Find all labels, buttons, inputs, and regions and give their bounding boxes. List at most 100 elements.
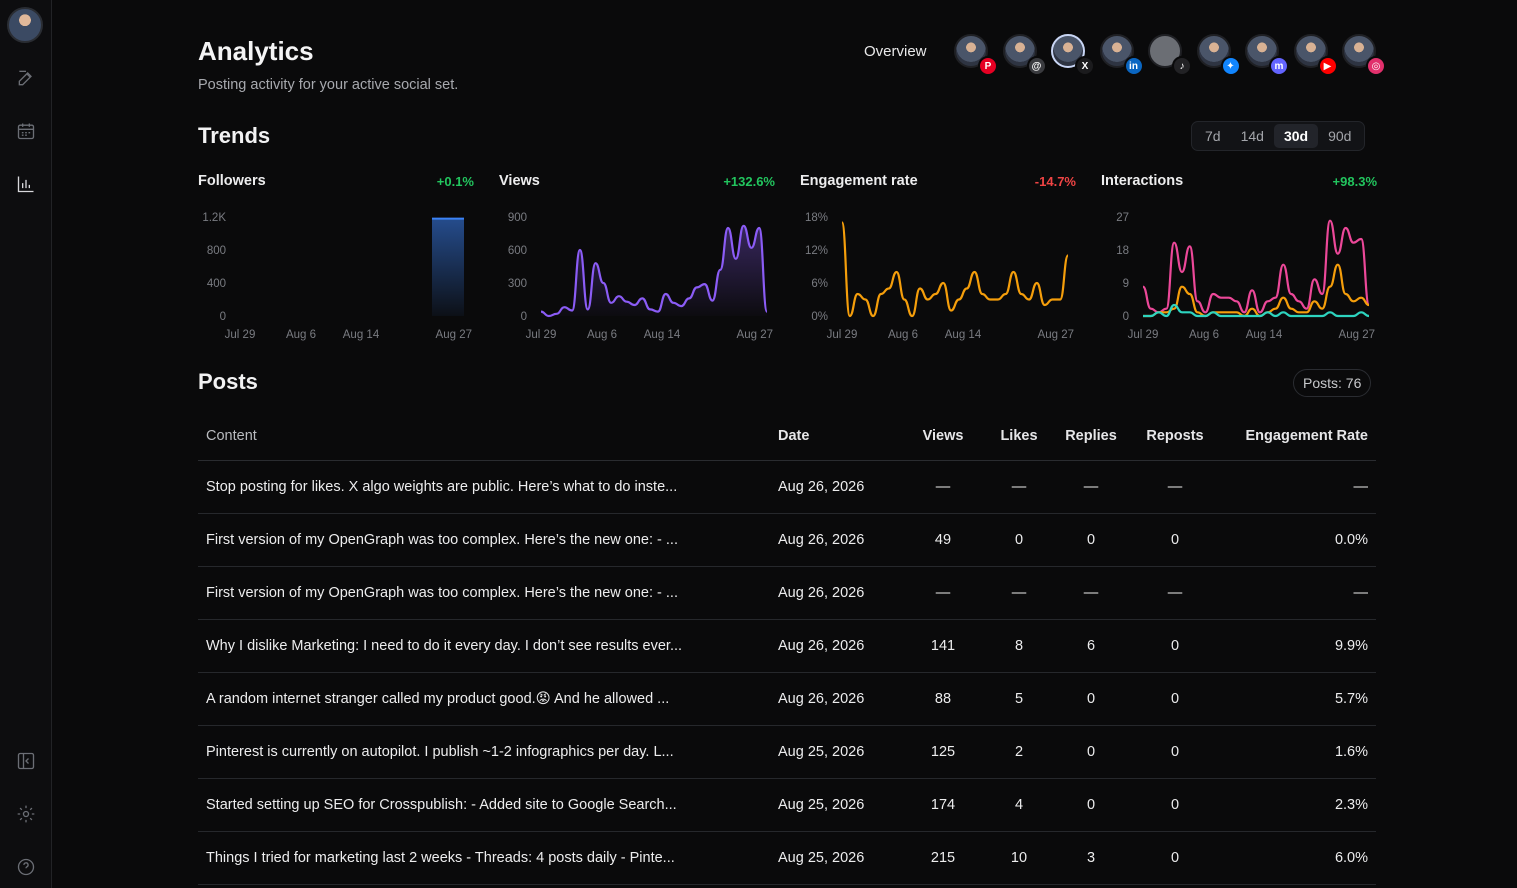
settings-icon[interactable] [14, 802, 38, 826]
x-tick-label: Aug 6 [587, 329, 617, 341]
trends-heading: Trends [198, 123, 271, 148]
threads-icon: @ [1026, 56, 1047, 76]
bar[interactable] [432, 218, 464, 316]
page-title: Analytics [198, 36, 314, 66]
post-views: — [898, 460, 988, 514]
x-tick-label: Aug 6 [286, 329, 316, 341]
post-likes: 2 [988, 725, 1050, 779]
account-linkedin[interactable]: in [1099, 34, 1144, 76]
y-tick-label: 0 [1123, 311, 1129, 323]
linkedin-icon: in [1123, 56, 1144, 76]
avatar [1148, 34, 1182, 68]
account-bluesky[interactable]: ✦ [1196, 34, 1241, 76]
x-tick-label: Aug 14 [1246, 329, 1283, 341]
table-row[interactable]: Started setting up SEO for Crosspublish:… [198, 778, 1376, 832]
table-row[interactable]: Why I dislike Marketing: I need to do it… [198, 619, 1376, 673]
series-line[interactable] [1142, 303, 1370, 318]
mastodon-icon: m [1269, 56, 1289, 76]
chart-delta: -14.7% [1034, 174, 1076, 189]
post-date: Aug 26, 2026 [778, 460, 898, 514]
account-mastodon[interactable]: m [1245, 34, 1289, 76]
post-replies: 0 [1050, 513, 1132, 567]
y-tick-label: 0 [521, 311, 527, 323]
account-pinterest[interactable]: P [954, 34, 998, 76]
post-replies: 0 [1050, 672, 1132, 726]
account-tiktok[interactable]: ♪ [1148, 34, 1192, 76]
x-tick-label: Jul 29 [526, 329, 557, 341]
x-tick-label: Aug 27 [737, 329, 773, 341]
help-icon[interactable] [14, 855, 38, 879]
posts-table: Content Date Views Likes Replies Reposts… [198, 413, 1376, 885]
analytics-icon[interactable] [14, 172, 38, 196]
y-tick-label: 27 [1116, 212, 1129, 224]
chart-plot: 27 18 9 0 Jul 29 Aug 6 Aug 14 Aug 27 [1116, 212, 1375, 341]
column-header-content[interactable]: Content [198, 413, 778, 461]
y-tick-label: 300 [508, 278, 527, 290]
chart-plot: 900 600 300 0 Jul 29 Aug 6 Aug 14 Aug 27 [508, 212, 773, 341]
chart-delta: +132.6% [723, 174, 775, 189]
column-header-likes[interactable]: Likes [988, 413, 1050, 461]
post-views: 174 [898, 778, 988, 832]
post-content: First version of my OpenGraph was too co… [198, 513, 778, 567]
column-header-engagement-rate[interactable]: Engagement Rate [1218, 413, 1376, 461]
post-replies: 6 [1050, 619, 1132, 673]
calendar-icon[interactable] [14, 119, 38, 143]
collapse-sidebar-icon[interactable] [14, 749, 38, 773]
overview-link[interactable]: Overview [864, 43, 927, 60]
post-date: Aug 25, 2026 [778, 725, 898, 779]
y-tick-label: 0 [220, 311, 226, 323]
column-header-date[interactable]: Date [778, 413, 898, 461]
table-row[interactable]: First version of my OpenGraph was too co… [198, 566, 1376, 620]
account-x[interactable]: X [1051, 34, 1095, 76]
avatar [1196, 34, 1231, 68]
column-header-views[interactable]: Views [898, 413, 988, 461]
chart-plot: 1.2K 800 400 0 Jul 29 Aug 6 Aug 14 Aug 27 [202, 212, 472, 341]
sidebar [0, 0, 52, 888]
table-row[interactable]: First version of my OpenGraph was too co… [198, 513, 1376, 567]
post-replies: 0 [1050, 778, 1132, 832]
table-header-row: Content Date Views Likes Replies Reposts… [198, 413, 1376, 461]
table-row[interactable]: A random internet stranger called my pro… [198, 672, 1376, 726]
post-reposts: — [1132, 566, 1218, 620]
range-tab-7d[interactable]: 7d [1205, 128, 1221, 144]
tiktok-icon: ♪ [1172, 56, 1192, 76]
series-line[interactable] [540, 224, 769, 318]
post-likes: — [988, 566, 1050, 620]
post-reposts: 0 [1132, 672, 1218, 726]
post-replies: — [1050, 460, 1132, 514]
table-row[interactable]: Things I tried for marketing last 2 week… [198, 831, 1376, 885]
range-tab-30d[interactable]: 30d [1273, 124, 1319, 148]
column-header-replies[interactable]: Replies [1050, 413, 1132, 461]
series-line[interactable] [840, 221, 1070, 318]
account-instagram[interactable]: ◎ [1342, 34, 1386, 76]
range-tab-90d[interactable]: 90d [1328, 128, 1352, 144]
compose-icon[interactable] [14, 66, 38, 90]
series-line[interactable] [1142, 263, 1370, 318]
chart-title: Views [499, 173, 540, 189]
post-views: 125 [898, 725, 988, 779]
post-content: First version of my OpenGraph was too co… [198, 566, 778, 620]
post-content: Started setting up SEO for Crosspublish:… [198, 778, 778, 832]
account-youtube[interactable]: ▶ [1293, 34, 1338, 76]
x-tick-label: Aug 6 [888, 329, 918, 341]
post-replies: — [1050, 566, 1132, 620]
table-row[interactable]: Pinterest is currently on autopilot. I p… [198, 725, 1376, 779]
posts-count-badge: Posts: 76 [1293, 369, 1372, 397]
youtube-icon: ▶ [1317, 56, 1338, 76]
range-tab-14d[interactable]: 14d [1240, 128, 1264, 144]
chart-engagement-rate: Engagement rate -14.7% 18% 12% 6% 0% Jul 29 Aug… [800, 170, 1076, 345]
table-row[interactable]: Stop posting for likes. X algo weights a… [198, 460, 1376, 514]
post-engagement-rate: — [1218, 566, 1376, 620]
post-likes: 0 [988, 513, 1050, 567]
series-line[interactable] [1142, 219, 1371, 314]
user-avatar[interactable] [7, 7, 43, 43]
column-header-reposts[interactable]: Reposts [1132, 413, 1218, 461]
chart-title: Followers [198, 173, 266, 189]
post-views: 49 [898, 513, 988, 567]
chart-interactions: Interactions +98.3% 27 18 9 0 Jul 29 Aug 6 Aug 1… [1101, 170, 1377, 345]
post-likes: — [988, 460, 1050, 514]
account-threads[interactable]: @ [1002, 34, 1047, 76]
post-engagement-rate: 1.6% [1218, 725, 1376, 779]
post-reposts: 0 [1132, 725, 1218, 779]
series-area [541, 225, 767, 316]
